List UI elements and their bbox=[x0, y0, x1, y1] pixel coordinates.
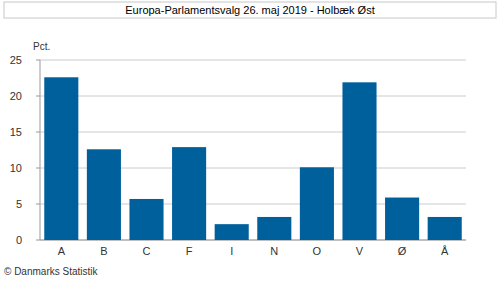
category-label: V bbox=[356, 245, 364, 257]
tick-mark bbox=[36, 132, 40, 133]
tick-mark bbox=[36, 96, 40, 97]
tick-mark bbox=[36, 240, 40, 241]
category-label: N bbox=[270, 245, 278, 257]
y-axis-label: Pct. bbox=[33, 41, 50, 52]
bar bbox=[300, 167, 334, 240]
bar bbox=[87, 149, 121, 240]
bar bbox=[428, 217, 462, 240]
tick-label: 25 bbox=[10, 54, 22, 66]
category-label: O bbox=[313, 245, 322, 257]
category-label: B bbox=[100, 245, 107, 257]
bar bbox=[385, 198, 419, 240]
category-label: Å bbox=[441, 245, 449, 257]
tick-mark bbox=[36, 168, 40, 169]
category-label: F bbox=[186, 245, 193, 257]
title: Europa-Parlamentsvalg 26. maj 2019 - Hol… bbox=[125, 4, 374, 16]
grid-line bbox=[40, 132, 466, 133]
bar bbox=[172, 147, 206, 240]
tick-label: 5 bbox=[16, 198, 22, 210]
title-box bbox=[4, 2, 496, 18]
bar bbox=[257, 217, 291, 240]
bar bbox=[44, 77, 78, 240]
bar bbox=[342, 82, 376, 240]
tick-label: 10 bbox=[10, 162, 22, 174]
grid-line bbox=[40, 60, 466, 61]
bar bbox=[215, 224, 249, 240]
grid-line bbox=[40, 96, 466, 97]
chart-svg: Europa-Parlamentsvalg 26. maj 2019 - Hol… bbox=[0, 0, 500, 282]
chart-container: Europa-Parlamentsvalg 26. maj 2019 - Hol… bbox=[0, 0, 500, 282]
category-label: I bbox=[230, 245, 233, 257]
tick-label: 0 bbox=[16, 234, 22, 246]
y-axis bbox=[40, 60, 41, 240]
tick-mark bbox=[36, 60, 40, 61]
tick-label: 20 bbox=[10, 90, 22, 102]
bars bbox=[44, 77, 461, 240]
source-note: © Danmarks Statistik bbox=[4, 266, 99, 277]
category-label: C bbox=[143, 245, 151, 257]
tick-mark bbox=[36, 204, 40, 205]
category-label: A bbox=[58, 245, 66, 257]
bar bbox=[129, 199, 163, 240]
tick-label: 15 bbox=[10, 126, 22, 138]
category-label: Ø bbox=[398, 245, 407, 257]
